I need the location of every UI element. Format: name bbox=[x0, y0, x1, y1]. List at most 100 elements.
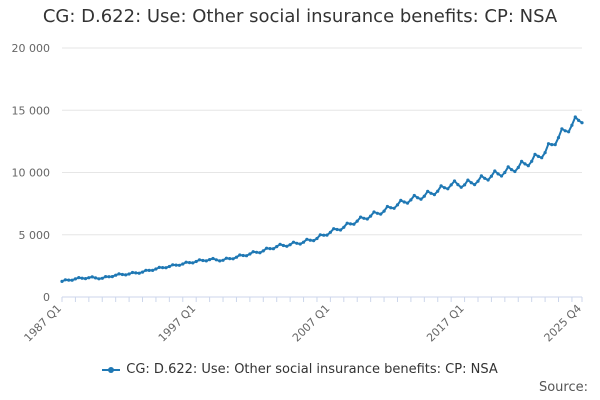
data-point[interactable] bbox=[385, 204, 389, 209]
data-point[interactable] bbox=[295, 241, 299, 245]
data-point[interactable] bbox=[104, 275, 108, 279]
data-point[interactable] bbox=[268, 247, 272, 251]
data-point[interactable] bbox=[382, 209, 386, 213]
data-point[interactable] bbox=[496, 172, 500, 176]
data-point[interactable] bbox=[107, 275, 111, 279]
data-point[interactable] bbox=[214, 258, 218, 262]
data-point[interactable] bbox=[379, 212, 383, 216]
data-point[interactable] bbox=[100, 276, 104, 280]
data-point[interactable] bbox=[130, 270, 135, 275]
data-point[interactable] bbox=[335, 227, 339, 232]
data-point[interactable] bbox=[540, 156, 544, 160]
data-point[interactable] bbox=[416, 196, 420, 200]
data-point[interactable] bbox=[157, 265, 161, 269]
data-point[interactable] bbox=[221, 258, 225, 262]
data-point[interactable] bbox=[83, 277, 88, 281]
data-point[interactable] bbox=[533, 152, 537, 156]
data-point[interactable] bbox=[392, 206, 396, 210]
data-point[interactable] bbox=[177, 263, 181, 267]
data-point[interactable] bbox=[255, 250, 259, 254]
data-point[interactable] bbox=[251, 250, 255, 254]
data-point[interactable] bbox=[456, 183, 460, 187]
data-point[interactable] bbox=[265, 246, 269, 250]
data-point[interactable] bbox=[241, 253, 245, 258]
data-point[interactable] bbox=[348, 222, 353, 226]
legend[interactable]: CG: D.622: Use: Other social insurance b… bbox=[0, 362, 600, 379]
data-point[interactable] bbox=[127, 272, 131, 276]
data-point[interactable] bbox=[281, 243, 285, 248]
data-point[interactable] bbox=[164, 266, 168, 270]
data-point[interactable] bbox=[355, 219, 359, 223]
data-point[interactable] bbox=[483, 176, 487, 180]
data-point[interactable] bbox=[499, 174, 504, 178]
data-point[interactable] bbox=[426, 189, 430, 193]
data-point[interactable] bbox=[546, 142, 551, 146]
data-point[interactable] bbox=[63, 278, 67, 282]
data-point[interactable] bbox=[191, 261, 195, 265]
data-point[interactable] bbox=[395, 203, 400, 207]
data-point[interactable] bbox=[452, 179, 457, 183]
data-point[interactable] bbox=[80, 276, 84, 280]
data-point[interactable] bbox=[362, 216, 366, 220]
data-point[interactable] bbox=[328, 230, 332, 234]
data-point[interactable] bbox=[543, 151, 547, 155]
data-point[interactable] bbox=[523, 162, 527, 166]
data-point[interactable] bbox=[553, 143, 557, 147]
data-point[interactable] bbox=[436, 189, 440, 193]
data-point[interactable] bbox=[114, 273, 118, 277]
data-point[interactable] bbox=[144, 268, 148, 272]
data-point[interactable] bbox=[134, 271, 138, 275]
data-point[interactable] bbox=[563, 129, 567, 133]
data-point[interactable] bbox=[429, 191, 433, 195]
data-point[interactable] bbox=[298, 242, 302, 246]
data-point[interactable] bbox=[238, 253, 242, 257]
data-point[interactable] bbox=[154, 267, 158, 271]
data-point[interactable] bbox=[469, 181, 473, 185]
data-point[interactable] bbox=[567, 130, 571, 134]
data-point[interactable] bbox=[73, 277, 77, 281]
data-point[interactable] bbox=[422, 194, 426, 198]
data-point[interactable] bbox=[117, 272, 121, 276]
data-point[interactable] bbox=[201, 258, 205, 263]
data-point[interactable] bbox=[580, 121, 584, 125]
data-point[interactable] bbox=[570, 123, 574, 127]
data-point[interactable] bbox=[560, 127, 564, 131]
data-point[interactable] bbox=[97, 277, 101, 281]
data-point[interactable] bbox=[147, 268, 151, 272]
data-point[interactable] bbox=[208, 258, 212, 262]
data-point[interactable] bbox=[516, 165, 520, 170]
data-point[interactable] bbox=[258, 251, 262, 255]
data-point[interactable] bbox=[288, 243, 292, 247]
data-point[interactable] bbox=[140, 270, 145, 274]
data-point[interactable] bbox=[218, 259, 222, 263]
data-point[interactable] bbox=[372, 210, 376, 214]
data-point[interactable] bbox=[197, 258, 202, 262]
data-point[interactable] bbox=[174, 263, 178, 267]
data-point[interactable] bbox=[439, 184, 443, 188]
data-point[interactable] bbox=[479, 174, 483, 178]
data-point[interactable] bbox=[224, 256, 228, 260]
data-point[interactable] bbox=[308, 238, 312, 242]
data-point[interactable] bbox=[476, 179, 480, 183]
data-point[interactable] bbox=[489, 174, 493, 178]
data-point[interactable] bbox=[345, 221, 349, 225]
data-point[interactable] bbox=[402, 200, 406, 204]
data-point[interactable] bbox=[90, 275, 94, 279]
data-point[interactable] bbox=[556, 136, 561, 140]
data-point[interactable] bbox=[409, 198, 413, 202]
data-point[interactable] bbox=[389, 206, 393, 210]
data-point[interactable] bbox=[369, 214, 373, 218]
data-point[interactable] bbox=[466, 178, 470, 182]
data-point[interactable] bbox=[315, 236, 319, 241]
data-point[interactable] bbox=[419, 197, 423, 201]
data-point[interactable] bbox=[77, 276, 81, 280]
data-point[interactable] bbox=[181, 262, 185, 266]
data-point[interactable] bbox=[473, 183, 477, 187]
data-point[interactable] bbox=[161, 266, 165, 270]
data-point[interactable] bbox=[278, 242, 282, 246]
data-point[interactable] bbox=[261, 249, 265, 253]
data-point[interactable] bbox=[399, 198, 403, 202]
data-point[interactable] bbox=[291, 240, 296, 244]
data-point[interactable] bbox=[187, 261, 192, 265]
data-point[interactable] bbox=[342, 225, 346, 229]
